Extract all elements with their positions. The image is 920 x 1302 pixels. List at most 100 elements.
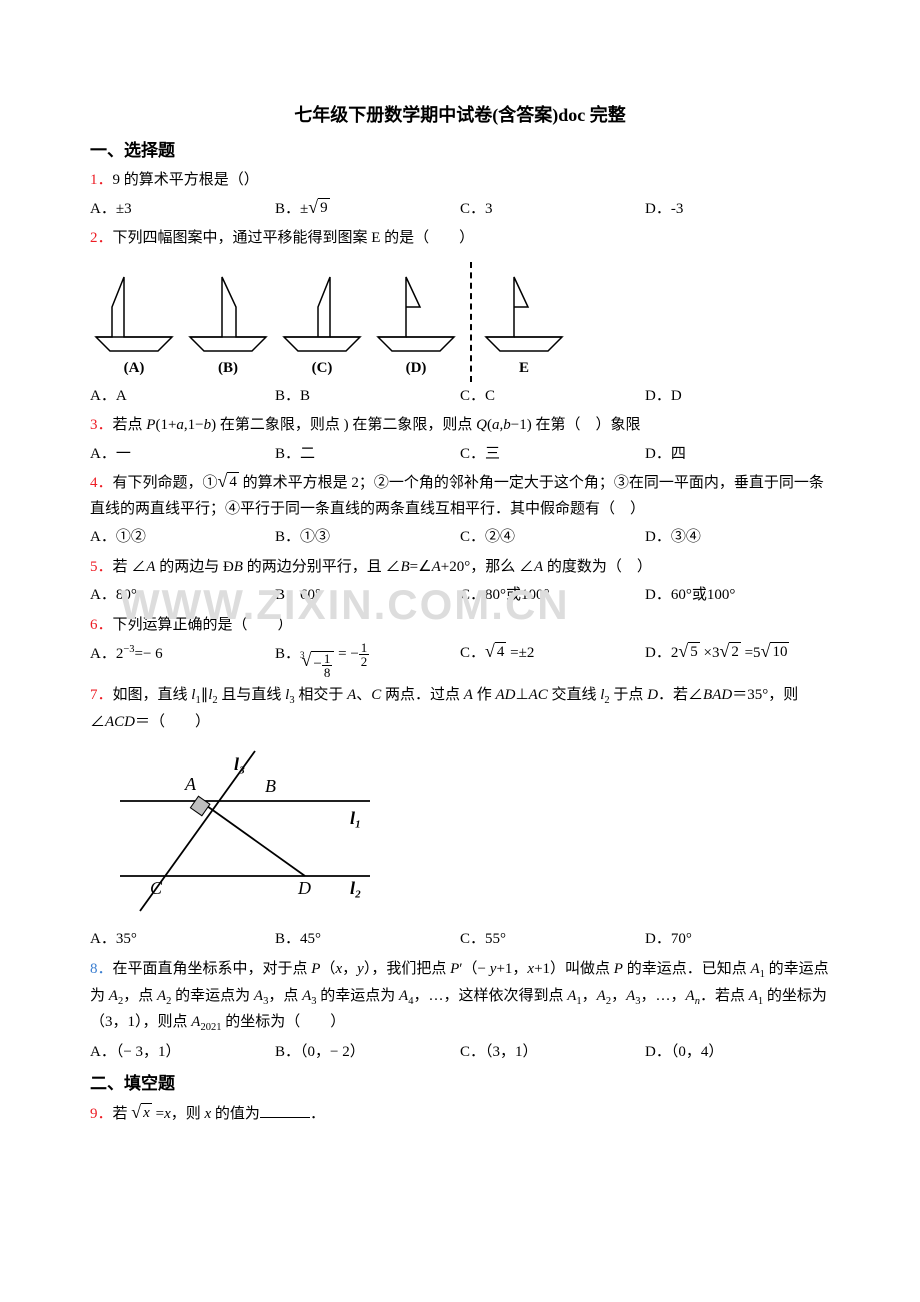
q8-A1: A (750, 961, 759, 977)
q6-opt-d: D．2√5 ×3√2 =5√10 (645, 641, 830, 679)
q7-t8: ⊥ (515, 687, 528, 703)
q7-options: A．35° B．45° C．55° D．70° (90, 927, 830, 953)
q5-t6: 的度数为（ ） (543, 559, 652, 575)
fig-label-D: D (297, 878, 311, 898)
boat-a-icon (90, 267, 178, 352)
q3-t7: −1) 在第（ ）象限 (511, 417, 641, 433)
q8-opt-b: B．（0，− 2） (275, 1040, 460, 1066)
q8-t7: +1）叫做点 (534, 961, 614, 977)
q6-text: 下列运算正确的是（ ） (113, 617, 293, 633)
question-8: 8．在平面直角坐标系中，对于点 P（x，y），我们把点 P′（− y+1，x+1… (90, 957, 830, 1038)
q6d-r2: 2 (729, 642, 741, 661)
q6c-pre: C． (460, 645, 485, 661)
boat-e-icon (480, 267, 568, 352)
q2-opt-a: A．A (90, 384, 275, 410)
divider-dash (470, 262, 472, 382)
q1-b-pre: B．± (275, 201, 308, 217)
q6b-pre: B． (275, 646, 300, 662)
q1-opt-c: C．3 (460, 197, 645, 223)
fig-label-B: B (265, 776, 276, 796)
q4-t1: 有下列命题，① (113, 475, 218, 491)
q7-t3: 且与直线 (218, 687, 286, 703)
q8-A4: A (399, 988, 408, 1004)
q9-num: 9． (90, 1106, 113, 1122)
q7-t1: 如图，直线 (113, 687, 192, 703)
q3-opt-b: B．二 (275, 442, 460, 468)
q3-t1: 若点 (113, 417, 147, 433)
q3-opt-c: C．三 (460, 442, 645, 468)
q9-t4: 的值为 (211, 1106, 260, 1122)
q1-num: 1． (90, 172, 113, 188)
q7-t10: 于点 (610, 687, 648, 703)
question-5: 5．若 ∠A 的两边与 ÐB 的两边分别平行，且 ∠B=∠A+20°，那么 ∠A… (90, 555, 830, 581)
q3-opt-d: D．四 (645, 442, 830, 468)
fig-label-l1: l₁ (350, 808, 361, 828)
q8-A2c: A (597, 988, 606, 1004)
q7-figure: A B C D l₃ l₁ l₂ (100, 746, 830, 926)
q4-num: 4． (90, 475, 113, 491)
q5-opt-d: D．60°或100° (645, 583, 830, 609)
q8-t3: ， (342, 961, 357, 977)
q8-A1b: A (567, 988, 576, 1004)
q8-t17: ，…， (641, 988, 686, 1004)
q3-num: 3． (90, 417, 113, 433)
q3-t2: (1+ (155, 417, 176, 433)
q5-num: 5． (90, 559, 113, 575)
q7-pA2: A (464, 687, 473, 703)
q1-opt-b: B．±√9 (275, 197, 460, 223)
question-9: 9．若 √x =x，则 x 的值为． (90, 1102, 830, 1128)
q7-opt-d: D．70° (645, 927, 830, 953)
q4-opt-d: D．③④ (645, 525, 830, 551)
q2-opt-c: C．C (460, 384, 645, 410)
q6-num: 6． (90, 617, 113, 633)
q9-rad: x (141, 1103, 152, 1122)
question-2: 2．下列四幅图案中，通过平移能得到图案 E 的是（ ） (90, 226, 830, 252)
boat-d-label: (D) (406, 356, 427, 382)
q8-t8: 的幸运点．已知点 (623, 961, 751, 977)
q8-P2: P (614, 961, 623, 977)
q8-t5: （− (463, 961, 490, 977)
q8-t18: ．若点 (700, 988, 749, 1004)
q8-A3b: A (302, 988, 311, 1004)
section-1-header: 一、选择题 (90, 137, 830, 166)
q1-b-rad: 9 (318, 198, 330, 217)
q3-q: Q (476, 417, 487, 433)
q7-pA: A (347, 687, 356, 703)
q8-t11: 的幸运点为 (171, 988, 254, 1004)
q5-A2: A (432, 559, 441, 575)
q8-opt-c: C．（3，1） (460, 1040, 645, 1066)
q8-s2021: 2021 (200, 1022, 221, 1033)
question-3: 3．若点 P(1+a,1−b) 在第二象限，则点 ) 在第二象限，则点 ) 在第… (90, 413, 830, 439)
q8-t15: ， (582, 988, 597, 1004)
q7-AD: AD (495, 687, 515, 703)
q8-A1c: A (749, 988, 758, 1004)
question-4: 4．有下列命题，①√4 的算术平方根是 2；②一个角的邻补角一定大于这个角；③在… (90, 471, 830, 522)
q1-opt-a: A．±3 (90, 197, 275, 223)
q8-num: 8． (90, 961, 113, 977)
q7-AC: AC (529, 687, 548, 703)
q8-A3c: A (626, 988, 635, 1004)
boat-b-label: (B) (218, 356, 238, 382)
q5-t4: =∠ (410, 559, 432, 575)
q8-A2: A (109, 988, 118, 1004)
q7-pD: D (647, 687, 658, 703)
q7-t11: ．若∠ (658, 687, 703, 703)
q3-options: A．一 B．二 C．三 D．四 (90, 442, 830, 468)
q3-b2: b (503, 417, 511, 433)
q2-figure: (A) (B) (C) (D) (90, 262, 830, 382)
q6d-pre: D．2 (645, 645, 678, 661)
q5-t2: 的两边与 Ð (155, 559, 233, 575)
q5-B: B (234, 559, 243, 575)
q5-B2: B (400, 559, 409, 575)
question-6: 6．下列运算正确的是（ ） (90, 613, 830, 639)
q3-t3: ,1− (184, 417, 204, 433)
q9-t5: ． (310, 1106, 325, 1122)
q7-ACD: ACD (105, 714, 135, 730)
q2-opt-b: B．B (275, 384, 460, 410)
q7-opt-c: C．55° (460, 927, 645, 953)
q7-t9: 交直线 (548, 687, 601, 703)
q8-A3: A (254, 988, 263, 1004)
q7-t5: 、 (356, 687, 371, 703)
q8-t12: ，点 (268, 988, 302, 1004)
document-title: 七年级下册数学期中试卷(含答案)doc 完整 (90, 100, 830, 131)
